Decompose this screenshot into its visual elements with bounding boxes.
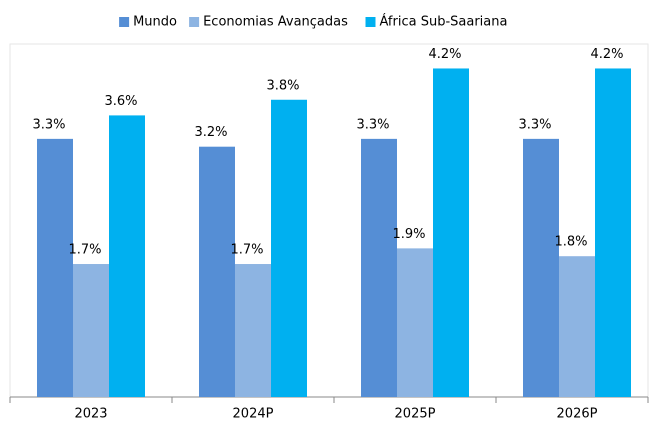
legend-swatch bbox=[189, 17, 200, 27]
x-tick-label: 2024P bbox=[233, 407, 274, 422]
bar bbox=[397, 248, 433, 397]
bar bbox=[523, 138, 559, 397]
data-label: 1.8% bbox=[554, 235, 587, 250]
data-label: 3.8% bbox=[266, 78, 299, 93]
legend-label: África Sub-Saariana bbox=[380, 14, 508, 30]
bar bbox=[109, 115, 145, 398]
legend-swatch bbox=[119, 17, 130, 27]
bar bbox=[37, 138, 73, 397]
data-label: 1.9% bbox=[392, 227, 425, 242]
bar bbox=[559, 256, 595, 397]
legend-swatch bbox=[365, 17, 376, 27]
data-label: 4.2% bbox=[428, 47, 461, 62]
legend-label: Mundo bbox=[133, 15, 177, 30]
bar bbox=[595, 68, 631, 397]
bar bbox=[73, 264, 109, 397]
bar bbox=[433, 68, 469, 397]
data-label: 1.7% bbox=[230, 243, 263, 258]
data-label: 3.2% bbox=[194, 125, 227, 140]
data-label: 3.3% bbox=[518, 117, 551, 132]
data-label: 4.2% bbox=[590, 47, 623, 62]
data-label: 3.3% bbox=[32, 117, 65, 132]
x-tick-label: 2025P bbox=[395, 407, 436, 422]
bar bbox=[235, 264, 271, 397]
bar bbox=[271, 99, 307, 397]
legend-label: Economias Avançadas bbox=[203, 15, 348, 30]
data-label: 1.7% bbox=[68, 243, 101, 258]
x-tick-label: 2023 bbox=[74, 407, 107, 422]
x-tick-label: 2026P bbox=[557, 407, 598, 422]
data-label: 3.3% bbox=[356, 117, 389, 132]
bar bbox=[361, 138, 397, 397]
bar bbox=[199, 146, 235, 397]
data-label: 3.6% bbox=[104, 94, 137, 109]
